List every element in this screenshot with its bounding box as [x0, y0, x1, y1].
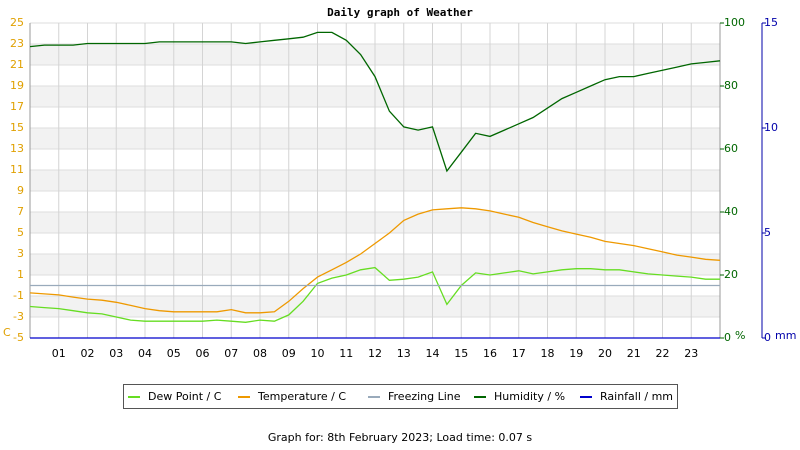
y2-tick-label: 60 — [724, 142, 738, 155]
chart-title: Daily graph of Weather — [327, 6, 473, 19]
y-tick-label: -5 — [13, 331, 24, 344]
y-tick-label: 23 — [10, 37, 24, 50]
x-tick-label: 05 — [167, 347, 181, 360]
x-tick-label: 20 — [598, 347, 612, 360]
x-tick-label: 17 — [512, 347, 526, 360]
y3-tick-label: 10 — [764, 121, 778, 134]
legend-label: Rainfall / mm — [600, 390, 673, 403]
x-tick-label: 06 — [196, 347, 210, 360]
legend-label: Freezing Line — [388, 390, 461, 403]
series-line — [29, 207, 721, 314]
x-tick-label: 07 — [224, 347, 238, 360]
y-tick-label: 9 — [17, 184, 24, 197]
y-tick-label: 3 — [17, 247, 24, 260]
x-tick-label: 08 — [253, 347, 267, 360]
y3-unit: mm — [775, 329, 796, 342]
y2-tick-label: 80 — [724, 79, 738, 92]
x-tick-label: 11 — [339, 347, 353, 360]
x-tick-label: 01 — [52, 347, 66, 360]
x-tick-label: 02 — [81, 347, 95, 360]
x-tick-label: 09 — [282, 347, 296, 360]
y2-unit: % — [735, 329, 745, 342]
x-tick-label: 23 — [684, 347, 698, 360]
x-tick-label: 22 — [656, 347, 670, 360]
footer: Graph for: 8th February 2023; Load time:… — [268, 431, 533, 444]
y-tick-label: -3 — [13, 310, 24, 323]
legend-label: Humidity / % — [494, 390, 565, 403]
x-tick-label: 10 — [311, 347, 325, 360]
x-tick-label: 13 — [397, 347, 411, 360]
y-tick-label: 11 — [10, 163, 24, 176]
y2-tick-label: 0 — [724, 331, 731, 344]
x-tick-label: 18 — [541, 347, 555, 360]
x-tick-label: 03 — [109, 347, 123, 360]
y-tick-label: 13 — [10, 142, 24, 155]
x-tick-label: 19 — [569, 347, 583, 360]
x-tick-label: 04 — [138, 347, 152, 360]
y3-tick-label: 5 — [764, 226, 771, 239]
y3-tick-label: 0 — [764, 331, 771, 344]
y2-tick-label: 20 — [724, 268, 738, 281]
x-tick-label: 21 — [627, 347, 641, 360]
x-tick-label: 15 — [454, 347, 468, 360]
y-tick-label: 19 — [10, 79, 24, 92]
y3-tick-label: 15 — [764, 16, 778, 29]
y-tick-label: 25 — [10, 16, 24, 29]
y-tick-label: 7 — [17, 205, 24, 218]
y-tick-label: 17 — [10, 100, 24, 113]
y2-tick-label: 100 — [724, 16, 745, 29]
legend-label: Temperature / C — [257, 390, 346, 403]
series-line — [29, 266, 720, 323]
x-tick-label: 16 — [483, 347, 497, 360]
legend-label: Dew Point / C — [148, 390, 222, 403]
y2-tick-label: 40 — [724, 205, 738, 218]
y-unit: C — [3, 326, 11, 339]
y-tick-label: 21 — [10, 58, 24, 71]
y-tick-label: 15 — [10, 121, 24, 134]
x-tick-label: 12 — [368, 347, 382, 360]
y-tick-label: 1 — [17, 268, 24, 281]
x-tick-label: 14 — [426, 347, 440, 360]
y-tick-label: 5 — [17, 226, 24, 239]
series-line — [29, 31, 721, 173]
y-tick-label: -1 — [13, 289, 24, 302]
